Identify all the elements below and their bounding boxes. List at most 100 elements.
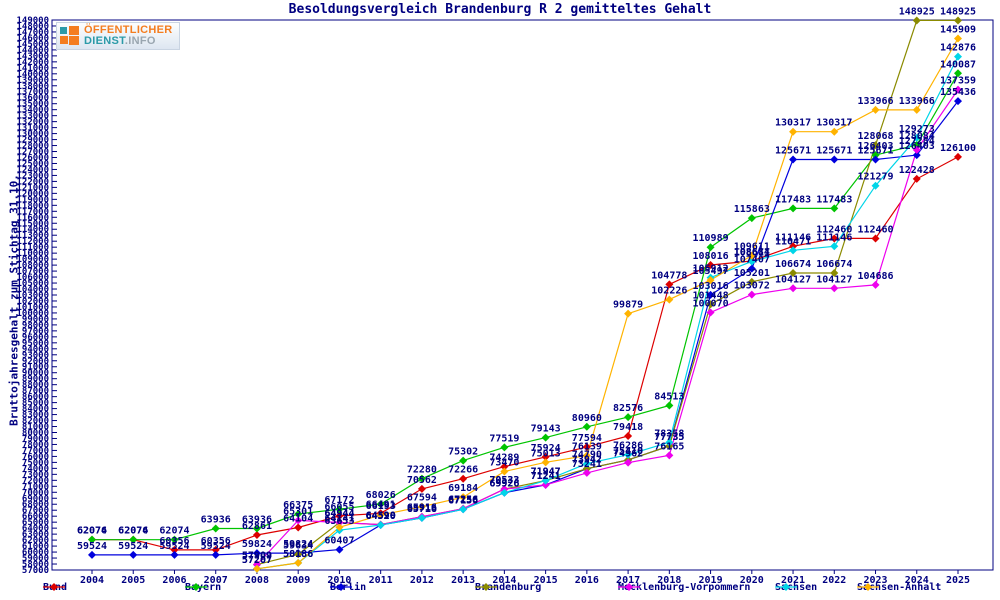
y-tick-label: 108000	[16, 261, 49, 271]
data-point-label: 106674	[775, 259, 811, 270]
x-tick-label: 2005	[121, 575, 145, 586]
data-point	[170, 535, 179, 544]
data-point	[789, 284, 798, 293]
logo-squares-icon	[60, 26, 80, 46]
data-point-label: 105201	[734, 268, 770, 279]
y-tick-label: 128000	[16, 142, 49, 152]
y-tick-label: 148000	[16, 22, 49, 32]
data-point	[789, 246, 798, 255]
y-tick-label: 103000	[16, 291, 49, 301]
data-point	[665, 438, 674, 447]
legend-marker-icon	[618, 583, 640, 591]
x-tick-label: 2004	[80, 575, 104, 586]
data-point	[252, 564, 261, 573]
data-point	[541, 458, 550, 467]
y-tick-label: 102000	[16, 297, 49, 307]
data-point-label: 79143	[531, 424, 561, 435]
y-tick-label: 68000	[22, 500, 49, 510]
y-tick-label: 71000	[22, 482, 49, 492]
y-tick-label: 82000	[22, 417, 49, 427]
data-point	[294, 523, 303, 532]
y-tick-label: 121000	[16, 183, 49, 193]
y-tick-label: 120000	[16, 189, 49, 199]
data-point	[747, 257, 756, 266]
y-tick-label: 124000	[16, 165, 49, 175]
logo-line1: ÖFFENTLICHER	[84, 24, 173, 36]
y-tick-label: 119000	[16, 195, 49, 205]
data-point	[376, 511, 385, 520]
data-point-label: 67156	[448, 495, 478, 506]
data-point-label: 57207	[242, 555, 272, 566]
data-point	[830, 127, 839, 136]
data-point	[912, 105, 921, 114]
data-point-label: 70533	[489, 475, 519, 486]
y-tick-label: 143000	[16, 52, 49, 62]
y-tick-label: 107000	[16, 267, 49, 277]
data-point-label: 128068	[857, 131, 893, 142]
data-point	[335, 505, 344, 514]
data-point-label: 64944	[324, 509, 354, 520]
data-point-label: 60356	[159, 536, 189, 547]
data-point-label: 65301	[283, 506, 313, 517]
y-tick-label: 122000	[16, 177, 49, 187]
data-point-label: 71241	[531, 471, 561, 482]
data-point-label: 104778	[651, 270, 687, 281]
y-tick-label: 79000	[22, 434, 49, 444]
logo[interactable]: ÖFFENTLICHER DIENST.INFO	[56, 22, 180, 51]
data-point	[335, 511, 344, 520]
data-point	[541, 476, 550, 485]
data-point-label: 111146	[816, 232, 852, 243]
legend-marker-icon	[43, 583, 65, 591]
data-point-label: 74289	[489, 453, 519, 464]
data-point-label: 112460	[816, 224, 852, 235]
data-point-label: 65716	[407, 504, 437, 515]
y-tick-label: 138000	[16, 82, 49, 92]
series-line-sachsen-anhalt	[256, 38, 959, 570]
y-tick-label: 59000	[22, 554, 49, 564]
x-tick-label: 2017	[616, 575, 640, 586]
data-point-label: 71947	[531, 467, 561, 478]
legend-item-bayern: Bayern	[185, 582, 221, 593]
data-point	[582, 442, 591, 451]
y-tick-label: 73000	[22, 470, 49, 480]
data-point-label: 74790	[572, 450, 602, 461]
data-point	[294, 550, 303, 559]
y-tick-label: 84000	[22, 405, 49, 415]
data-point-label: 70533	[489, 475, 519, 486]
data-point-label: 57207	[242, 555, 272, 566]
data-point-label: 112460	[857, 224, 893, 235]
y-tick-label: 88000	[22, 381, 49, 391]
data-point	[747, 290, 756, 299]
data-point	[871, 181, 880, 190]
x-tick-label: 2018	[657, 575, 681, 586]
data-point	[954, 69, 962, 78]
data-point-label: 67594	[407, 493, 437, 504]
data-point-label: 63936	[201, 515, 231, 526]
data-point-label: 62076	[77, 526, 107, 537]
data-point	[871, 234, 880, 243]
data-point-label: 84513	[654, 392, 684, 403]
x-tick-label: 2009	[286, 575, 310, 586]
data-point	[170, 545, 179, 554]
data-point-label: 80960	[572, 413, 602, 424]
data-point	[252, 524, 261, 533]
x-tick-label: 2022	[822, 575, 846, 586]
data-point	[459, 493, 468, 502]
legend-item-sachsen: Sachsen	[775, 582, 817, 593]
data-point-label: 71241	[531, 471, 561, 482]
data-point	[211, 545, 220, 554]
legend-marker-icon	[857, 583, 879, 591]
data-point	[335, 518, 344, 527]
data-point-label: 126100	[940, 143, 976, 154]
data-point	[541, 452, 550, 461]
data-point	[294, 558, 303, 567]
data-point	[706, 290, 715, 299]
y-tick-label: 132000	[16, 118, 49, 128]
y-tick-label: 113000	[16, 231, 49, 241]
data-point-label: 67172	[324, 495, 354, 506]
y-tick-label: 97000	[22, 327, 49, 337]
x-tick-label: 2015	[534, 575, 558, 586]
data-point	[500, 488, 509, 497]
y-tick-label: 98000	[22, 321, 49, 331]
data-point	[211, 550, 220, 559]
